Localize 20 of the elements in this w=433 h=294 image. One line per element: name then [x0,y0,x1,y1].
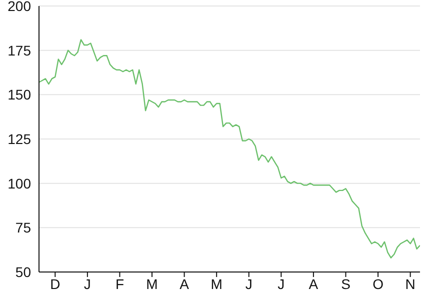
x-tick-label: N [405,276,416,292]
x-tick-label: J [278,276,285,292]
line-series [39,39,420,258]
y-tick-label: 200 [8,0,32,14]
x-tick-label: D [50,276,60,292]
x-tick-label: A [180,276,190,292]
x-tick-label: M [210,276,222,292]
x-tick-label: M [146,276,158,292]
y-tick-label: 100 [8,175,32,192]
x-tick-label: F [115,276,124,292]
y-tick-label: 50 [15,264,32,280]
x-tick-label: J [245,276,252,292]
y-tick-label: 150 [8,86,32,103]
y-tick-label: 175 [8,42,32,58]
y-tick-label: 125 [8,130,32,147]
y-tick-label: 75 [15,220,32,236]
x-tick-label: A [308,276,319,292]
x-tick-label: S [341,276,350,292]
x-tick-label: O [372,276,384,292]
x-tick-label: J [84,276,91,292]
